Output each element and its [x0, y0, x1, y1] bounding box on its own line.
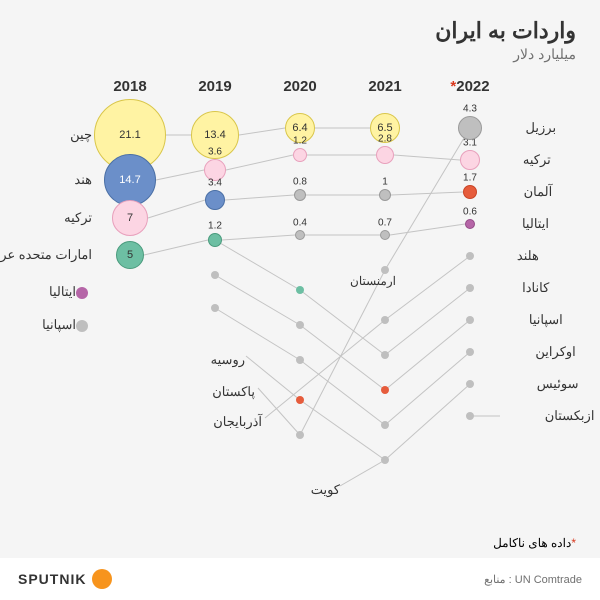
bubble-value: 1	[382, 177, 388, 188]
data-bubble	[458, 116, 482, 140]
data-dot	[296, 286, 304, 294]
data-bubble	[295, 230, 305, 240]
year-label: 2021	[368, 78, 401, 95]
data-bubble	[380, 230, 390, 240]
data-dot	[381, 316, 389, 324]
sputnik-icon	[92, 569, 112, 589]
footnote-text: داده های ناکامل	[493, 536, 571, 550]
data-bubble	[379, 189, 391, 201]
country-label: برزیل	[526, 120, 557, 136]
data-dot	[466, 380, 474, 388]
data-bubble	[205, 190, 225, 210]
brand-logo: SPUTNIK	[18, 569, 112, 589]
country-label: ترکیه	[64, 210, 92, 226]
data-dot	[466, 412, 474, 420]
bubble-value: 0.4	[293, 218, 307, 229]
year-label: 2022*	[450, 78, 489, 95]
data-dot	[466, 284, 474, 292]
country-label: کویت	[311, 482, 340, 498]
data-bubble	[294, 189, 306, 201]
country-label: چین	[70, 127, 92, 143]
brand-text: SPUTNIK	[18, 571, 86, 587]
bubble-value: 1.2	[208, 221, 222, 232]
data-dot	[296, 321, 304, 329]
bubble-value: 1.7	[463, 173, 477, 184]
country-label: سوئیس	[537, 376, 579, 392]
country-label: اوکراین	[535, 344, 575, 360]
country-label: ازبکستان	[545, 408, 595, 424]
data-dot	[296, 356, 304, 364]
page-title: واردات به ایران	[435, 18, 576, 44]
data-bubble	[376, 146, 394, 164]
country-label: کانادا	[522, 280, 549, 296]
data-bubble: 7	[112, 200, 148, 236]
data-bubble: 14.7	[104, 154, 156, 206]
data-bubble	[208, 233, 222, 247]
bubble-value: 3.6	[208, 147, 222, 158]
bubble-value: 0.7	[378, 218, 392, 229]
data-dot	[211, 304, 219, 312]
data-dot	[466, 252, 474, 260]
data-dot	[381, 351, 389, 359]
footer: منابع : UN Comtrade SPUTNIK	[0, 558, 600, 600]
country-label: ایتالیا	[49, 284, 92, 300]
data-bubble: 5	[116, 241, 144, 269]
country-label: آذربایجان	[213, 414, 262, 430]
country-label: اسپانیا	[42, 317, 92, 333]
bubble-value: 1.2	[293, 136, 307, 147]
data-bubble	[463, 185, 477, 199]
footnote-asterisk: *	[571, 536, 576, 550]
country-label: هند	[74, 172, 92, 188]
source-text: منابع : UN Comtrade	[484, 573, 582, 586]
country-label: روسیه	[211, 352, 245, 368]
bubble-value: 4.3	[463, 104, 477, 115]
data-dot	[381, 421, 389, 429]
footnote: *داده های ناکامل	[493, 536, 576, 550]
year-label: 2019	[198, 78, 231, 95]
country-label: پاکستان	[212, 384, 255, 400]
data-dot	[381, 456, 389, 464]
year-label: 2018	[113, 78, 146, 95]
bubble-value: 0.6	[463, 207, 477, 218]
data-dot	[381, 266, 389, 274]
data-dot	[296, 431, 304, 439]
country-label: ترکیه	[523, 152, 551, 168]
country-label: آلمان	[524, 184, 553, 200]
data-dot	[211, 271, 219, 279]
data-bubble	[293, 148, 307, 162]
chart-container: 2018 2019 2020 2021 2022* چین هند ترکیه امارات م…	[0, 60, 600, 540]
bubble-value: 0.8	[293, 177, 307, 188]
bubble-value: 3.4	[208, 178, 222, 189]
data-bubble	[460, 150, 480, 170]
country-label: امارات متحده عربی	[0, 247, 92, 263]
data-dot	[381, 386, 389, 394]
country-label: ایتالیا	[522, 216, 549, 232]
data-bubble	[465, 219, 475, 229]
data-dot	[466, 348, 474, 356]
country-label: هلند	[517, 248, 539, 264]
year-label: 2020	[283, 78, 316, 95]
data-dot	[466, 316, 474, 324]
data-dot	[296, 396, 304, 404]
bubble-value: 2.8	[378, 134, 392, 145]
country-label: اسپانیا	[529, 312, 563, 328]
dot-label: ارمنستان	[350, 274, 396, 288]
